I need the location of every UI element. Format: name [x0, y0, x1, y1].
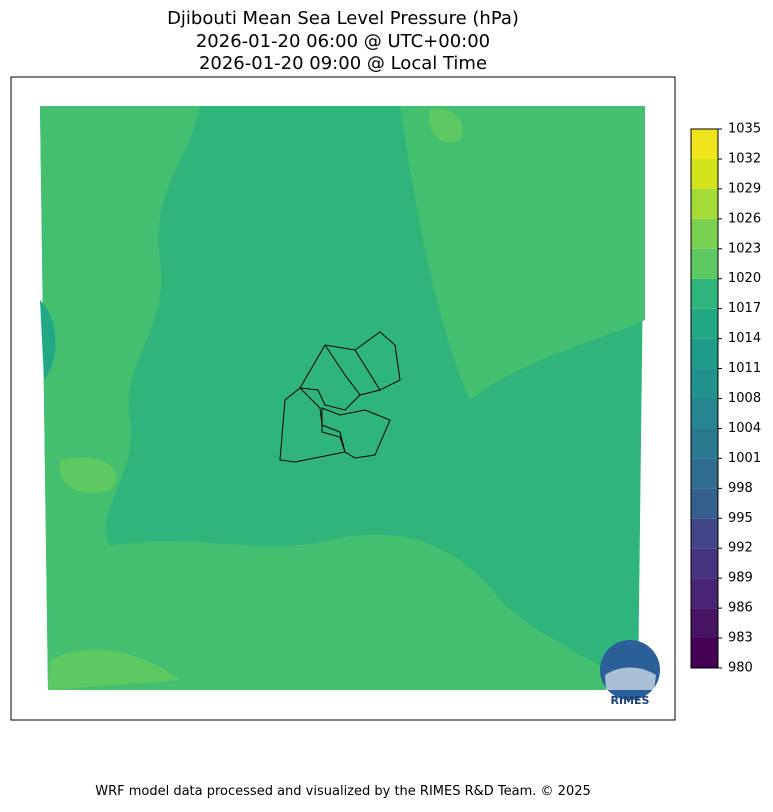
colorbar-band: [691, 248, 718, 279]
title-line: Djibouti Mean Sea Level Pressure (hPa): [167, 8, 519, 29]
colorbar-tick-label: 1023: [728, 241, 761, 256]
colorbar-tick-label: 989: [728, 571, 753, 586]
title-line: 2026-01-20 09:00 @ Local Time: [199, 53, 487, 74]
colorbar-band: [691, 129, 718, 159]
colorbar-band: [691, 308, 718, 339]
colorbar-band: [691, 218, 718, 249]
colorbar-band: [691, 488, 718, 519]
colorbar-tick-label: 1001: [728, 451, 761, 466]
map-field: [40, 106, 645, 690]
colorbar-band: [691, 188, 718, 219]
colorbar-tick-label: 992: [728, 541, 753, 556]
colorbar: 980 983 986 989 992 995 998 1001 1004 1008 1011 101…: [690, 122, 761, 676]
colorbar-band: [691, 518, 718, 549]
colorbar-band: [691, 548, 718, 579]
colorbar-tick-label: 1008: [728, 391, 761, 406]
colorbar-tick-label: 1026: [728, 211, 761, 226]
colorbar-tick-label: 1035: [728, 122, 761, 137]
colorbar-tick-label: 1011: [728, 361, 761, 376]
borders: [279, 331, 401, 463]
colorbar-band: [691, 458, 718, 489]
colorbar-band: [691, 338, 718, 369]
colorbar-tick-label: 983: [728, 631, 753, 646]
colorbar-band: [691, 428, 718, 459]
logo: RIMES: [600, 640, 660, 707]
logo-text: RIMES: [611, 694, 650, 707]
colorbar-tick-label: 986: [728, 601, 753, 616]
colorbar-tick-label: 1020: [728, 271, 761, 286]
colorbar-band: [691, 578, 718, 609]
colorbar-tick-label: 980: [728, 661, 753, 676]
colorbar-band: [691, 158, 718, 189]
colorbar-band: [691, 608, 718, 639]
colorbar-tick-label: 1029: [728, 181, 761, 196]
colorbar-band: [691, 638, 718, 668]
colorbar-band: [691, 278, 718, 309]
colorbar-band: [691, 398, 718, 429]
title-line: 2026-01-20 06:00 @ UTC+00:00: [196, 31, 490, 52]
colorbar-tick-label: 995: [728, 511, 753, 526]
colorbar-tick-label: 1004: [728, 421, 761, 436]
footer: WRF model data processed and visualized …: [95, 784, 591, 799]
colorbar-tick-label: 1017: [728, 301, 761, 316]
colorbar-tick-label: 1032: [728, 151, 761, 166]
colorbar-tick-label: 1014: [728, 331, 761, 346]
colorbar-tick-label: 998: [728, 481, 753, 496]
colorbar-band: [691, 368, 718, 399]
